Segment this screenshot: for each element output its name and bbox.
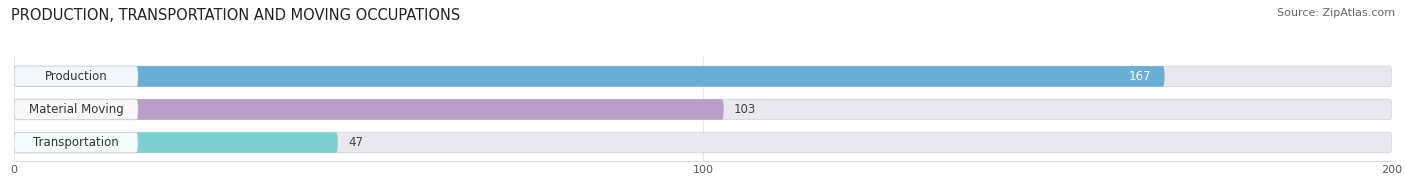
FancyBboxPatch shape [14,99,138,120]
FancyBboxPatch shape [14,132,337,153]
Text: 103: 103 [734,103,756,116]
FancyBboxPatch shape [14,132,1392,153]
FancyBboxPatch shape [14,99,724,120]
Text: 167: 167 [1128,70,1152,83]
FancyBboxPatch shape [14,66,1392,87]
Text: 47: 47 [349,136,363,149]
Text: Source: ZipAtlas.com: Source: ZipAtlas.com [1277,8,1395,18]
FancyBboxPatch shape [14,66,1164,87]
Text: Material Moving: Material Moving [28,103,124,116]
FancyBboxPatch shape [14,66,138,87]
Text: Transportation: Transportation [34,136,120,149]
FancyBboxPatch shape [14,132,138,153]
Text: PRODUCTION, TRANSPORTATION AND MOVING OCCUPATIONS: PRODUCTION, TRANSPORTATION AND MOVING OC… [11,8,461,23]
FancyBboxPatch shape [14,99,1392,120]
Text: Production: Production [45,70,107,83]
